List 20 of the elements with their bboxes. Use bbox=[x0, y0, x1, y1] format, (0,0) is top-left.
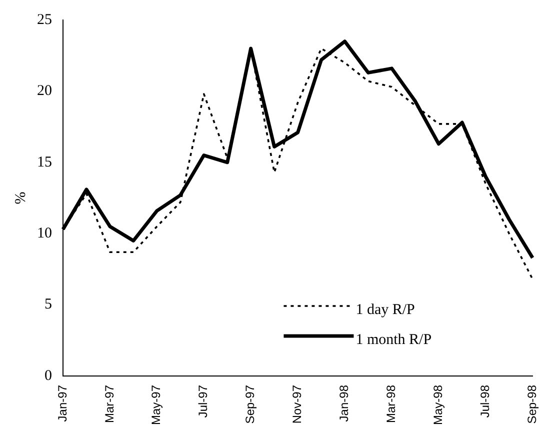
y-tick-label: 0 bbox=[44, 368, 52, 384]
x-tick-label: Sep-98 bbox=[524, 384, 539, 424]
legend-label: 1 day R/P bbox=[356, 302, 415, 318]
x-tick-label: May-97 bbox=[149, 384, 164, 425]
x-tick-label: Sep-97 bbox=[243, 384, 258, 424]
legend-label: 1 month R/P bbox=[356, 332, 432, 348]
y-tick-label: 15 bbox=[37, 154, 52, 170]
y-axis-title: % bbox=[12, 192, 29, 204]
y-tick-label: 5 bbox=[44, 296, 52, 313]
x-tick-label: May-98 bbox=[430, 384, 445, 425]
x-tick-label: Jul-98 bbox=[478, 384, 492, 418]
x-tick-label: Mar-98 bbox=[384, 384, 398, 423]
y-tick-label: 20 bbox=[37, 83, 52, 100]
x-tick-label: Jan-97 bbox=[55, 384, 70, 422]
y-tick-label: 10 bbox=[37, 226, 52, 242]
x-tick-label: Nov-97 bbox=[290, 384, 304, 424]
y-tick-label: 25 bbox=[37, 12, 52, 28]
x-tick-label: Mar-97 bbox=[102, 384, 116, 423]
x-tick-label: Jan-98 bbox=[337, 384, 352, 422]
x-tick-label: Jul-97 bbox=[196, 384, 210, 418]
